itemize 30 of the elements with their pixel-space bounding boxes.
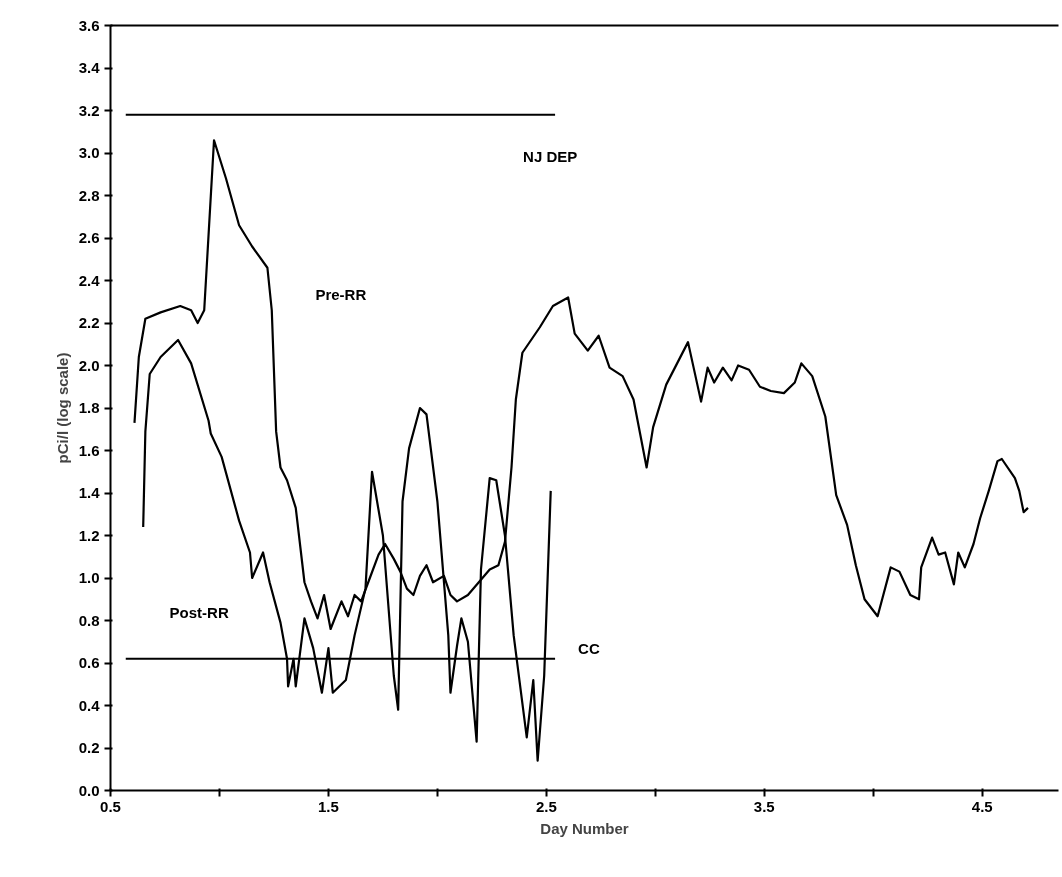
y-tick-label: 0.6 — [78, 654, 100, 671]
y-tick-label: 1.0 — [78, 569, 100, 586]
y-tick-label: 1.4 — [78, 484, 101, 501]
y-tick-label: 3.6 — [78, 16, 100, 34]
y-tick-label: 3.2 — [78, 101, 100, 119]
y-tick-label: 0.8 — [78, 611, 100, 629]
x-tick-label: 1.5 — [318, 797, 339, 815]
y-tick-label: 3.4 — [78, 59, 101, 76]
text: Post-RR — [169, 603, 229, 621]
text: NJ DEP — [523, 148, 578, 166]
x-axis-title: Day Number — [540, 819, 629, 837]
y-tick-label: 3.0 — [78, 144, 100, 161]
y-tick-label: 1.6 — [78, 441, 100, 459]
y-tick-label: 1.8 — [78, 399, 100, 416]
x-tick-label: 0.5 — [100, 797, 121, 815]
series-label: CC — [578, 640, 600, 658]
y-tick-label: 0.0 — [78, 781, 100, 799]
y-tick-label: 2.4 — [78, 271, 101, 289]
y-tick-label: 1.2 — [78, 526, 100, 544]
y-tick-label: 2.0 — [78, 356, 100, 374]
text: Pre-RR — [315, 286, 367, 304]
y-tick-label: 2.8 — [78, 186, 100, 204]
y-tick-label: 0.2 — [78, 739, 100, 756]
x-tick-label: 2.5 — [535, 797, 557, 815]
x-tick-label: 3.5 — [753, 797, 775, 815]
y-tick-label: 0.4 — [78, 696, 101, 714]
y-tick-label: 2.6 — [78, 229, 100, 246]
y-axis-title: pCi/l (log scale) — [53, 352, 71, 464]
x-tick-label: 4.5 — [971, 797, 993, 815]
y-tick-label: 2.2 — [78, 314, 100, 331]
